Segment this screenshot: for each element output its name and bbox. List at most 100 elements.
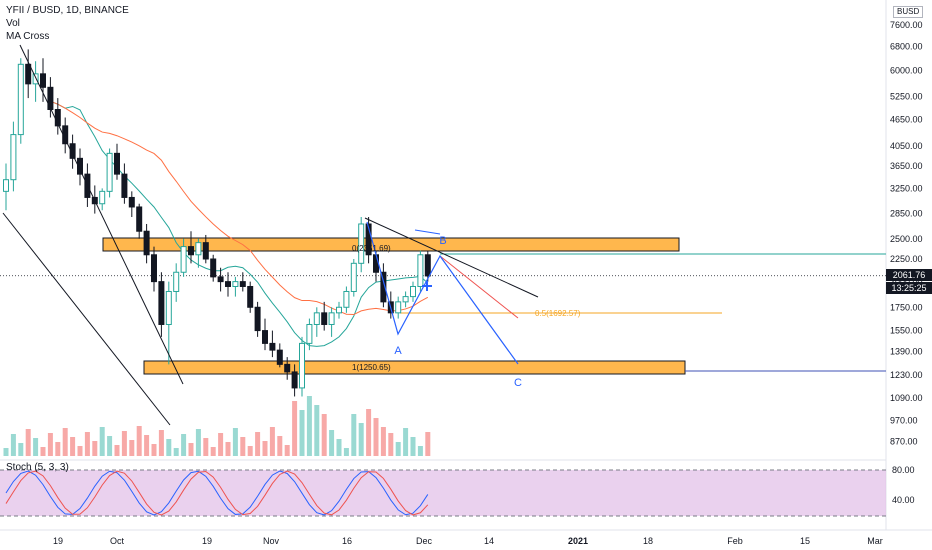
- candle-body: [225, 281, 231, 287]
- candle-body: [247, 285, 254, 308]
- candle-body: [17, 63, 24, 136]
- candle-body: [306, 323, 313, 344]
- price-tick-label: 1090.00: [890, 393, 923, 403]
- candle-body: [69, 143, 76, 159]
- volume-bar: [306, 396, 312, 456]
- candle-body: [99, 190, 106, 205]
- time-tick-label: Oct: [110, 536, 125, 546]
- candle-body: [365, 223, 372, 256]
- candle-body: [276, 349, 283, 365]
- volume-bar: [25, 429, 31, 456]
- volume-bar: [158, 430, 164, 456]
- candle-body: [180, 246, 187, 273]
- volume-bar: [40, 447, 46, 456]
- volume-bar: [351, 414, 357, 456]
- volume-bar: [343, 448, 349, 456]
- candle-body: [269, 342, 276, 351]
- volume-bar: [3, 448, 9, 456]
- candle-body: [173, 271, 180, 292]
- price-tick-label: 6800.00: [890, 42, 923, 52]
- volume-bar: [240, 437, 246, 456]
- volume-bar: [321, 414, 327, 456]
- ma-fast-line: [50, 100, 429, 347]
- downtrend-line-upper: [19, 44, 184, 385]
- time-tick-label: 18: [643, 536, 653, 546]
- stoch-tick-label: 80.00: [892, 465, 915, 475]
- candle-body: [128, 196, 135, 208]
- candle-body: [188, 246, 194, 256]
- candle-body: [25, 63, 32, 85]
- stoch-tick-label: 40.00: [892, 495, 915, 505]
- time-tick-label: 16: [342, 536, 352, 546]
- volume-bar: [181, 434, 187, 456]
- volume-bar: [255, 432, 261, 456]
- candle-body: [239, 281, 246, 287]
- time-tick-label: Dec: [416, 536, 433, 546]
- candle-body: [343, 290, 350, 308]
- volume-bar: [292, 401, 298, 456]
- volume-bar: [247, 446, 253, 456]
- candle-body: [424, 254, 431, 277]
- volume-bar: [410, 437, 416, 456]
- price-tick-label: 4050.00: [890, 141, 923, 151]
- volume-bar: [403, 428, 409, 456]
- candle-body: [299, 342, 305, 389]
- volume-bar: [284, 445, 290, 456]
- candle-body: [47, 86, 54, 111]
- downtrend-line-lower: [2, 212, 171, 426]
- candle-body: [350, 262, 357, 292]
- candle-body: [32, 73, 39, 85]
- pattern-trend-line: [364, 217, 539, 298]
- volume-bar: [18, 443, 24, 456]
- volume-bar: [92, 441, 98, 456]
- stoch-d-line: [5, 470, 429, 516]
- price-tick-label: 1750.00: [890, 302, 923, 312]
- candle-body: [336, 306, 342, 314]
- volume-bar: [84, 432, 90, 456]
- candle-body: [328, 312, 335, 325]
- volume-bar: [10, 434, 16, 456]
- candle-body: [291, 371, 298, 389]
- price-tick-label: 3650.00: [890, 161, 923, 171]
- price-tick-label: 1550.00: [890, 326, 923, 336]
- projection-red: [439, 255, 519, 319]
- price-tick-label: 2250.00: [890, 254, 923, 264]
- volume-bar: [77, 446, 83, 456]
- volume-bar: [55, 442, 61, 456]
- candle-body: [402, 296, 409, 303]
- volume-bar: [336, 439, 342, 456]
- volume-bar: [225, 442, 231, 456]
- time-tick-label: Mar: [867, 536, 883, 546]
- candle-body: [114, 152, 120, 175]
- candle-body: [202, 242, 209, 260]
- volume-bar: [299, 410, 305, 456]
- candle-body: [143, 230, 150, 256]
- time-tick-label: 15: [800, 536, 810, 546]
- currency-badge[interactable]: BUSD: [893, 6, 924, 18]
- candle-body: [195, 242, 202, 256]
- volume-bar: [388, 433, 394, 456]
- abc-pattern-line: [366, 221, 519, 365]
- volume-bar: [114, 445, 120, 456]
- volume-bar: [121, 431, 127, 456]
- fib-05-label: 0.5(1692.57): [535, 309, 581, 318]
- price-tick-label: 2500.00: [890, 234, 923, 244]
- candle-body: [380, 271, 387, 303]
- price-tick-label: 2000.00: [890, 277, 923, 287]
- ma-cross-legend: MA Cross: [6, 31, 50, 42]
- price-tick-label: 3250.00: [890, 183, 923, 193]
- candle-body: [217, 276, 224, 283]
- volume-bar: [33, 438, 39, 456]
- candle-body: [77, 157, 83, 175]
- volume-bar: [329, 430, 335, 456]
- price-tick-label: 970.00: [890, 416, 918, 426]
- volume-bar: [210, 447, 216, 456]
- volume-bar: [70, 437, 76, 456]
- point-c-label: C: [514, 377, 522, 389]
- candle-body: [262, 330, 268, 344]
- candle-body: [10, 134, 17, 181]
- volume-bar: [129, 440, 135, 456]
- candle-body: [40, 73, 46, 88]
- volume-bar: [425, 432, 431, 456]
